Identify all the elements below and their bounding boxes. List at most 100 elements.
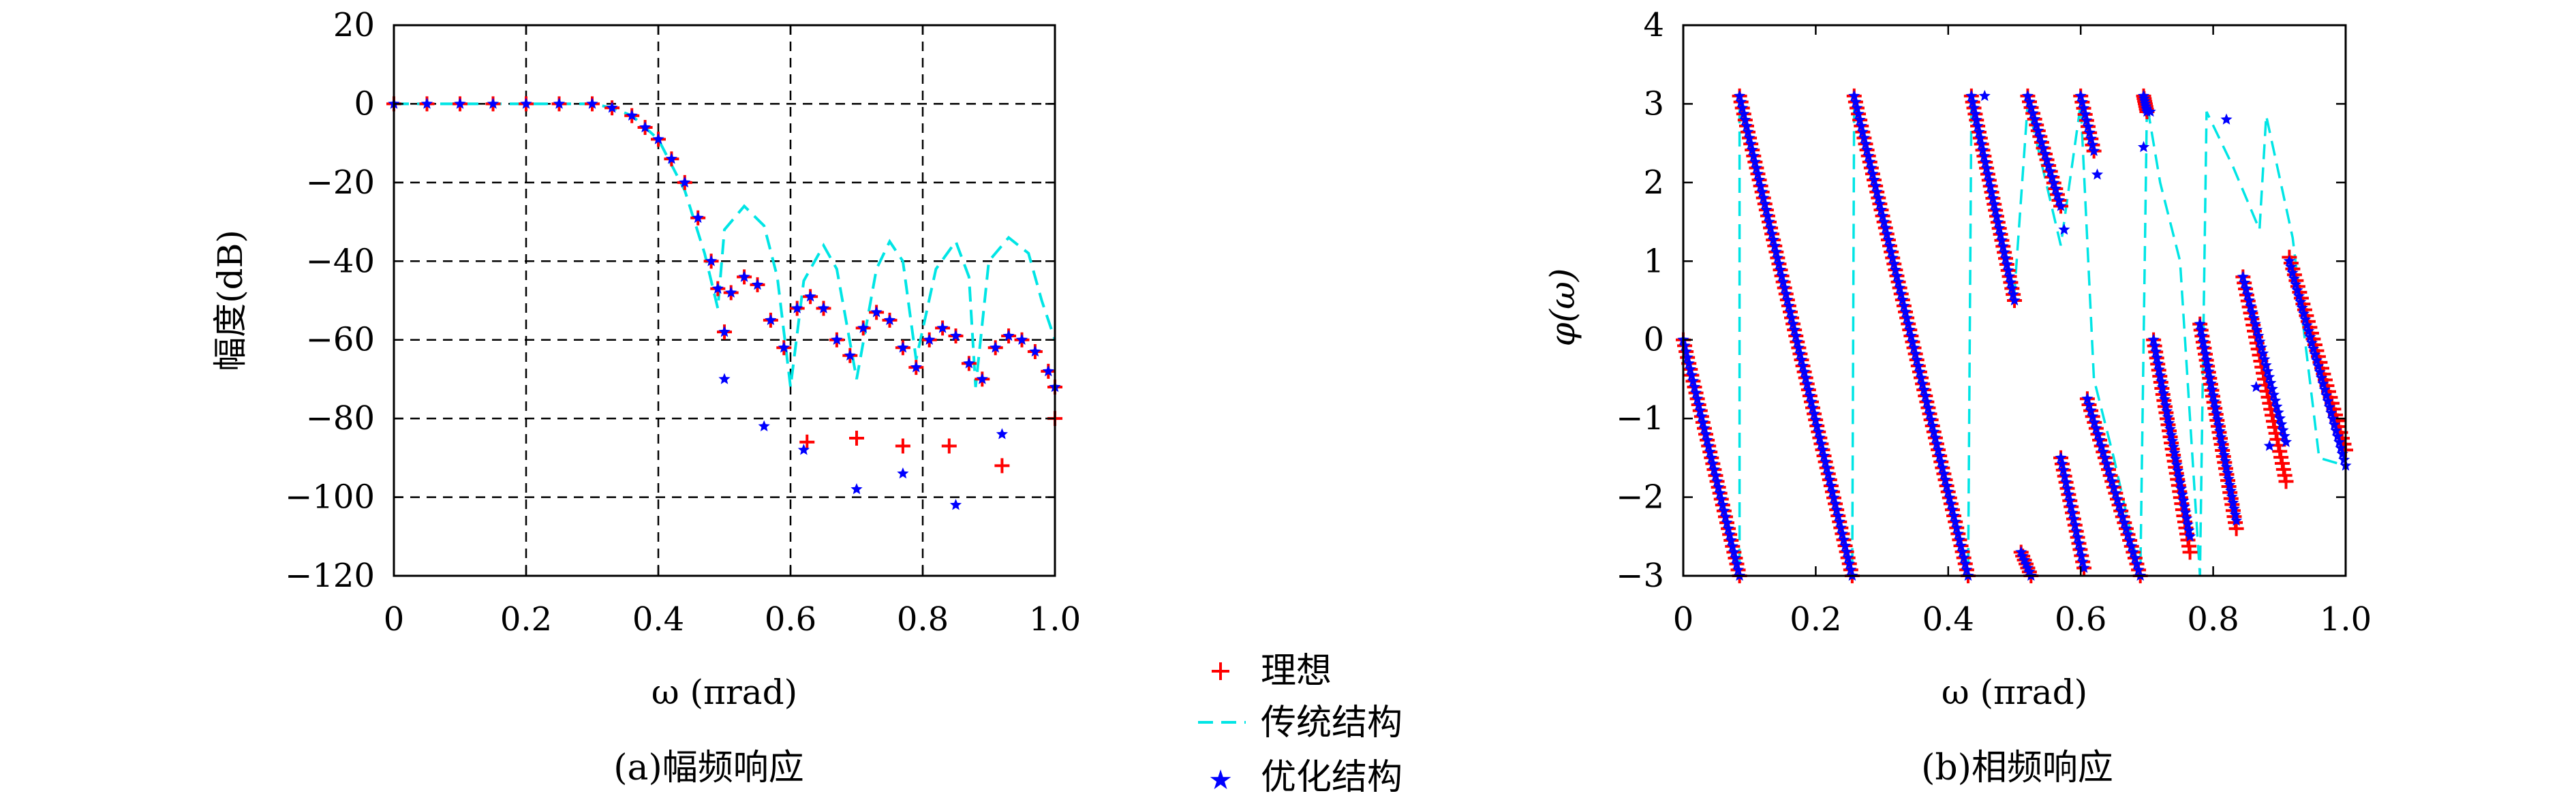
point-optimized [2201, 359, 2214, 371]
point-optimized [831, 333, 843, 345]
point-optimized [2109, 487, 2121, 499]
y-tick-label: −80 [306, 399, 375, 437]
point-optimized [2102, 463, 2115, 475]
point-optimized [1989, 204, 2002, 215]
point-optimized [2046, 171, 2058, 183]
point-optimized [1758, 191, 1770, 203]
point-optimized [2184, 530, 2196, 542]
point-optimized [1983, 174, 1995, 185]
point-optimized [2173, 470, 2185, 482]
point-optimized [1945, 497, 1957, 509]
point-optimized [2254, 335, 2266, 347]
point-optimized [1824, 474, 1836, 485]
point-optimized [2059, 470, 2071, 482]
point-optimized [2229, 508, 2241, 520]
point-optimized [1725, 534, 1737, 546]
point-optimized [1899, 305, 1912, 317]
point-optimized [1753, 174, 1766, 185]
point-optimized [2083, 398, 2096, 410]
y-tick-label: 0 [354, 84, 375, 123]
point-optimized [2076, 95, 2088, 108]
x-tick-label: 0.8 [2187, 600, 2239, 639]
point-optimized [1700, 428, 1712, 440]
point-optimized [2039, 147, 2051, 159]
point-ideal [2228, 521, 2244, 536]
point-optimized [2249, 318, 2261, 329]
point-optimized [2115, 504, 2127, 517]
point-optimized [1916, 378, 1929, 389]
point-optimized [1747, 149, 1760, 161]
point-optimized [2041, 153, 2053, 165]
point-optimized [2074, 543, 2086, 555]
point-optimized [1970, 114, 1982, 125]
point-optimized [1771, 251, 1783, 263]
point-optimized [2269, 395, 2282, 406]
point-optimized [758, 420, 770, 431]
point-optimized [2245, 300, 2257, 311]
point-optimized [1719, 510, 1732, 522]
point-optimized [652, 133, 664, 144]
point-optimized [718, 373, 731, 384]
point-optimized [1785, 311, 1798, 323]
point-ideal [941, 438, 957, 454]
point-optimized [2161, 405, 2173, 416]
point-optimized [2034, 130, 2046, 142]
point-optimized [2213, 425, 2226, 437]
point-optimized [2097, 446, 2109, 457]
point-optimized [2149, 339, 2161, 351]
point-optimized [2127, 546, 2139, 557]
point-optimized [2036, 136, 2048, 148]
point-optimized [1925, 414, 1937, 425]
point-optimized [2096, 440, 2108, 451]
point-optimized [1828, 491, 1840, 503]
x-tick-label: 0.8 [897, 600, 949, 639]
point-optimized [1843, 557, 1856, 569]
point-optimized [1795, 354, 1808, 365]
point-optimized [2216, 437, 2228, 448]
point-optimized [2263, 440, 2275, 451]
point-optimized [1693, 398, 1705, 410]
point-optimized [1818, 450, 1830, 461]
point-optimized [2252, 329, 2265, 341]
point-optimized [2032, 124, 2044, 136]
point-optimized [1714, 487, 1726, 499]
point-optimized [2062, 488, 2074, 499]
point-optimized [1910, 348, 1922, 359]
point-optimized [1889, 264, 1901, 275]
point-optimized [1936, 461, 1948, 473]
point-optimized [1780, 288, 1792, 299]
point-optimized [2007, 288, 2019, 300]
point-optimized [1749, 155, 1761, 167]
point-optimized [1953, 534, 1965, 545]
point-optimized [725, 286, 737, 298]
point-optimized [1750, 161, 1762, 173]
point-optimized [1873, 198, 1886, 209]
point-optimized [1984, 180, 1997, 191]
point-optimized [1732, 564, 1745, 575]
point-optimized [1920, 395, 1933, 407]
y-tick-label: −60 [306, 321, 375, 359]
point-optimized [1708, 463, 1720, 475]
point-optimized [2201, 354, 2213, 365]
point-optimized [2166, 435, 2179, 446]
point-optimized [1835, 521, 1847, 533]
point-optimized [2144, 106, 2156, 117]
point-optimized [1722, 522, 1734, 534]
point-optimized [1745, 138, 1757, 149]
point-optimized [2072, 531, 2084, 542]
point-optimized [2295, 296, 2307, 307]
point-optimized [1978, 150, 1990, 161]
point-optimized [2176, 489, 2188, 500]
point-optimized [1751, 168, 1764, 179]
point-optimized [2002, 264, 2014, 276]
point-optimized [1042, 365, 1054, 377]
point-optimized [2055, 200, 2067, 211]
point-optimized [2228, 502, 2240, 514]
point-optimized [1678, 339, 1691, 351]
point-optimized [705, 255, 718, 266]
point-optimized [1958, 551, 1970, 563]
point-optimized [2051, 188, 2064, 200]
point-optimized [2209, 401, 2222, 413]
point-ideal [2182, 544, 2198, 560]
point-optimized [2066, 506, 2079, 518]
